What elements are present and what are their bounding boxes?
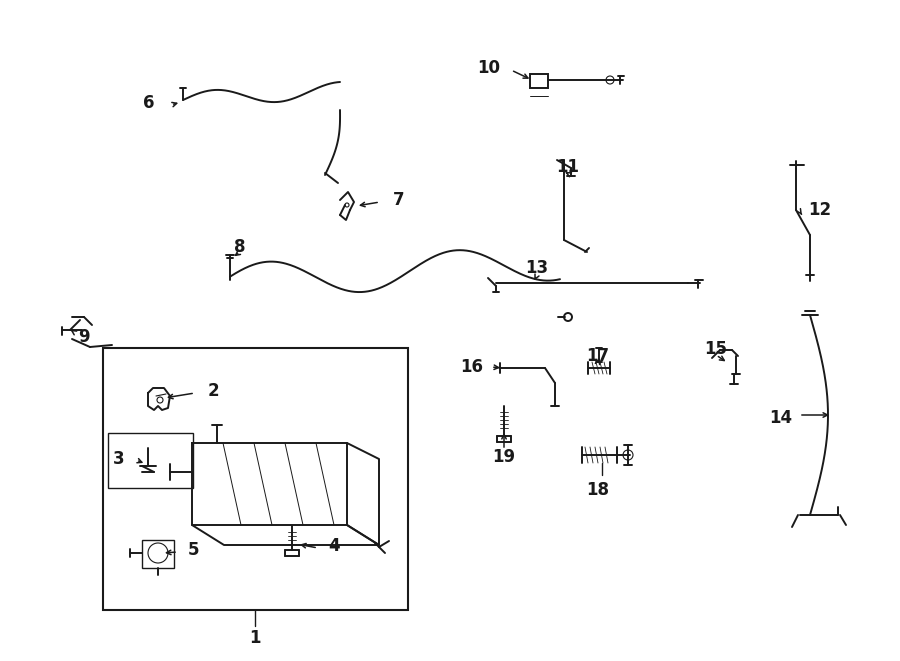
Text: 17: 17 (587, 347, 609, 365)
Bar (108, 433, 193, 488)
Text: 10: 10 (477, 59, 500, 77)
Text: 6: 6 (143, 94, 155, 112)
Text: 19: 19 (492, 448, 516, 466)
Text: 9: 9 (78, 328, 90, 346)
Bar (103, 348, 408, 610)
Text: 14: 14 (769, 409, 792, 427)
Text: 15: 15 (705, 340, 727, 358)
Text: 4: 4 (328, 537, 339, 555)
Text: 8: 8 (234, 238, 246, 256)
Text: 5: 5 (188, 541, 200, 559)
Text: 12: 12 (808, 201, 831, 219)
Text: 7: 7 (393, 191, 405, 209)
Text: 3: 3 (112, 450, 124, 468)
Bar (530, 74, 548, 88)
Text: 11: 11 (556, 158, 580, 176)
Text: 13: 13 (526, 259, 549, 277)
Text: 18: 18 (587, 481, 609, 499)
Text: 2: 2 (208, 382, 220, 400)
Text: 16: 16 (460, 358, 483, 376)
Bar (142, 540, 174, 568)
Text: 1: 1 (249, 629, 261, 647)
